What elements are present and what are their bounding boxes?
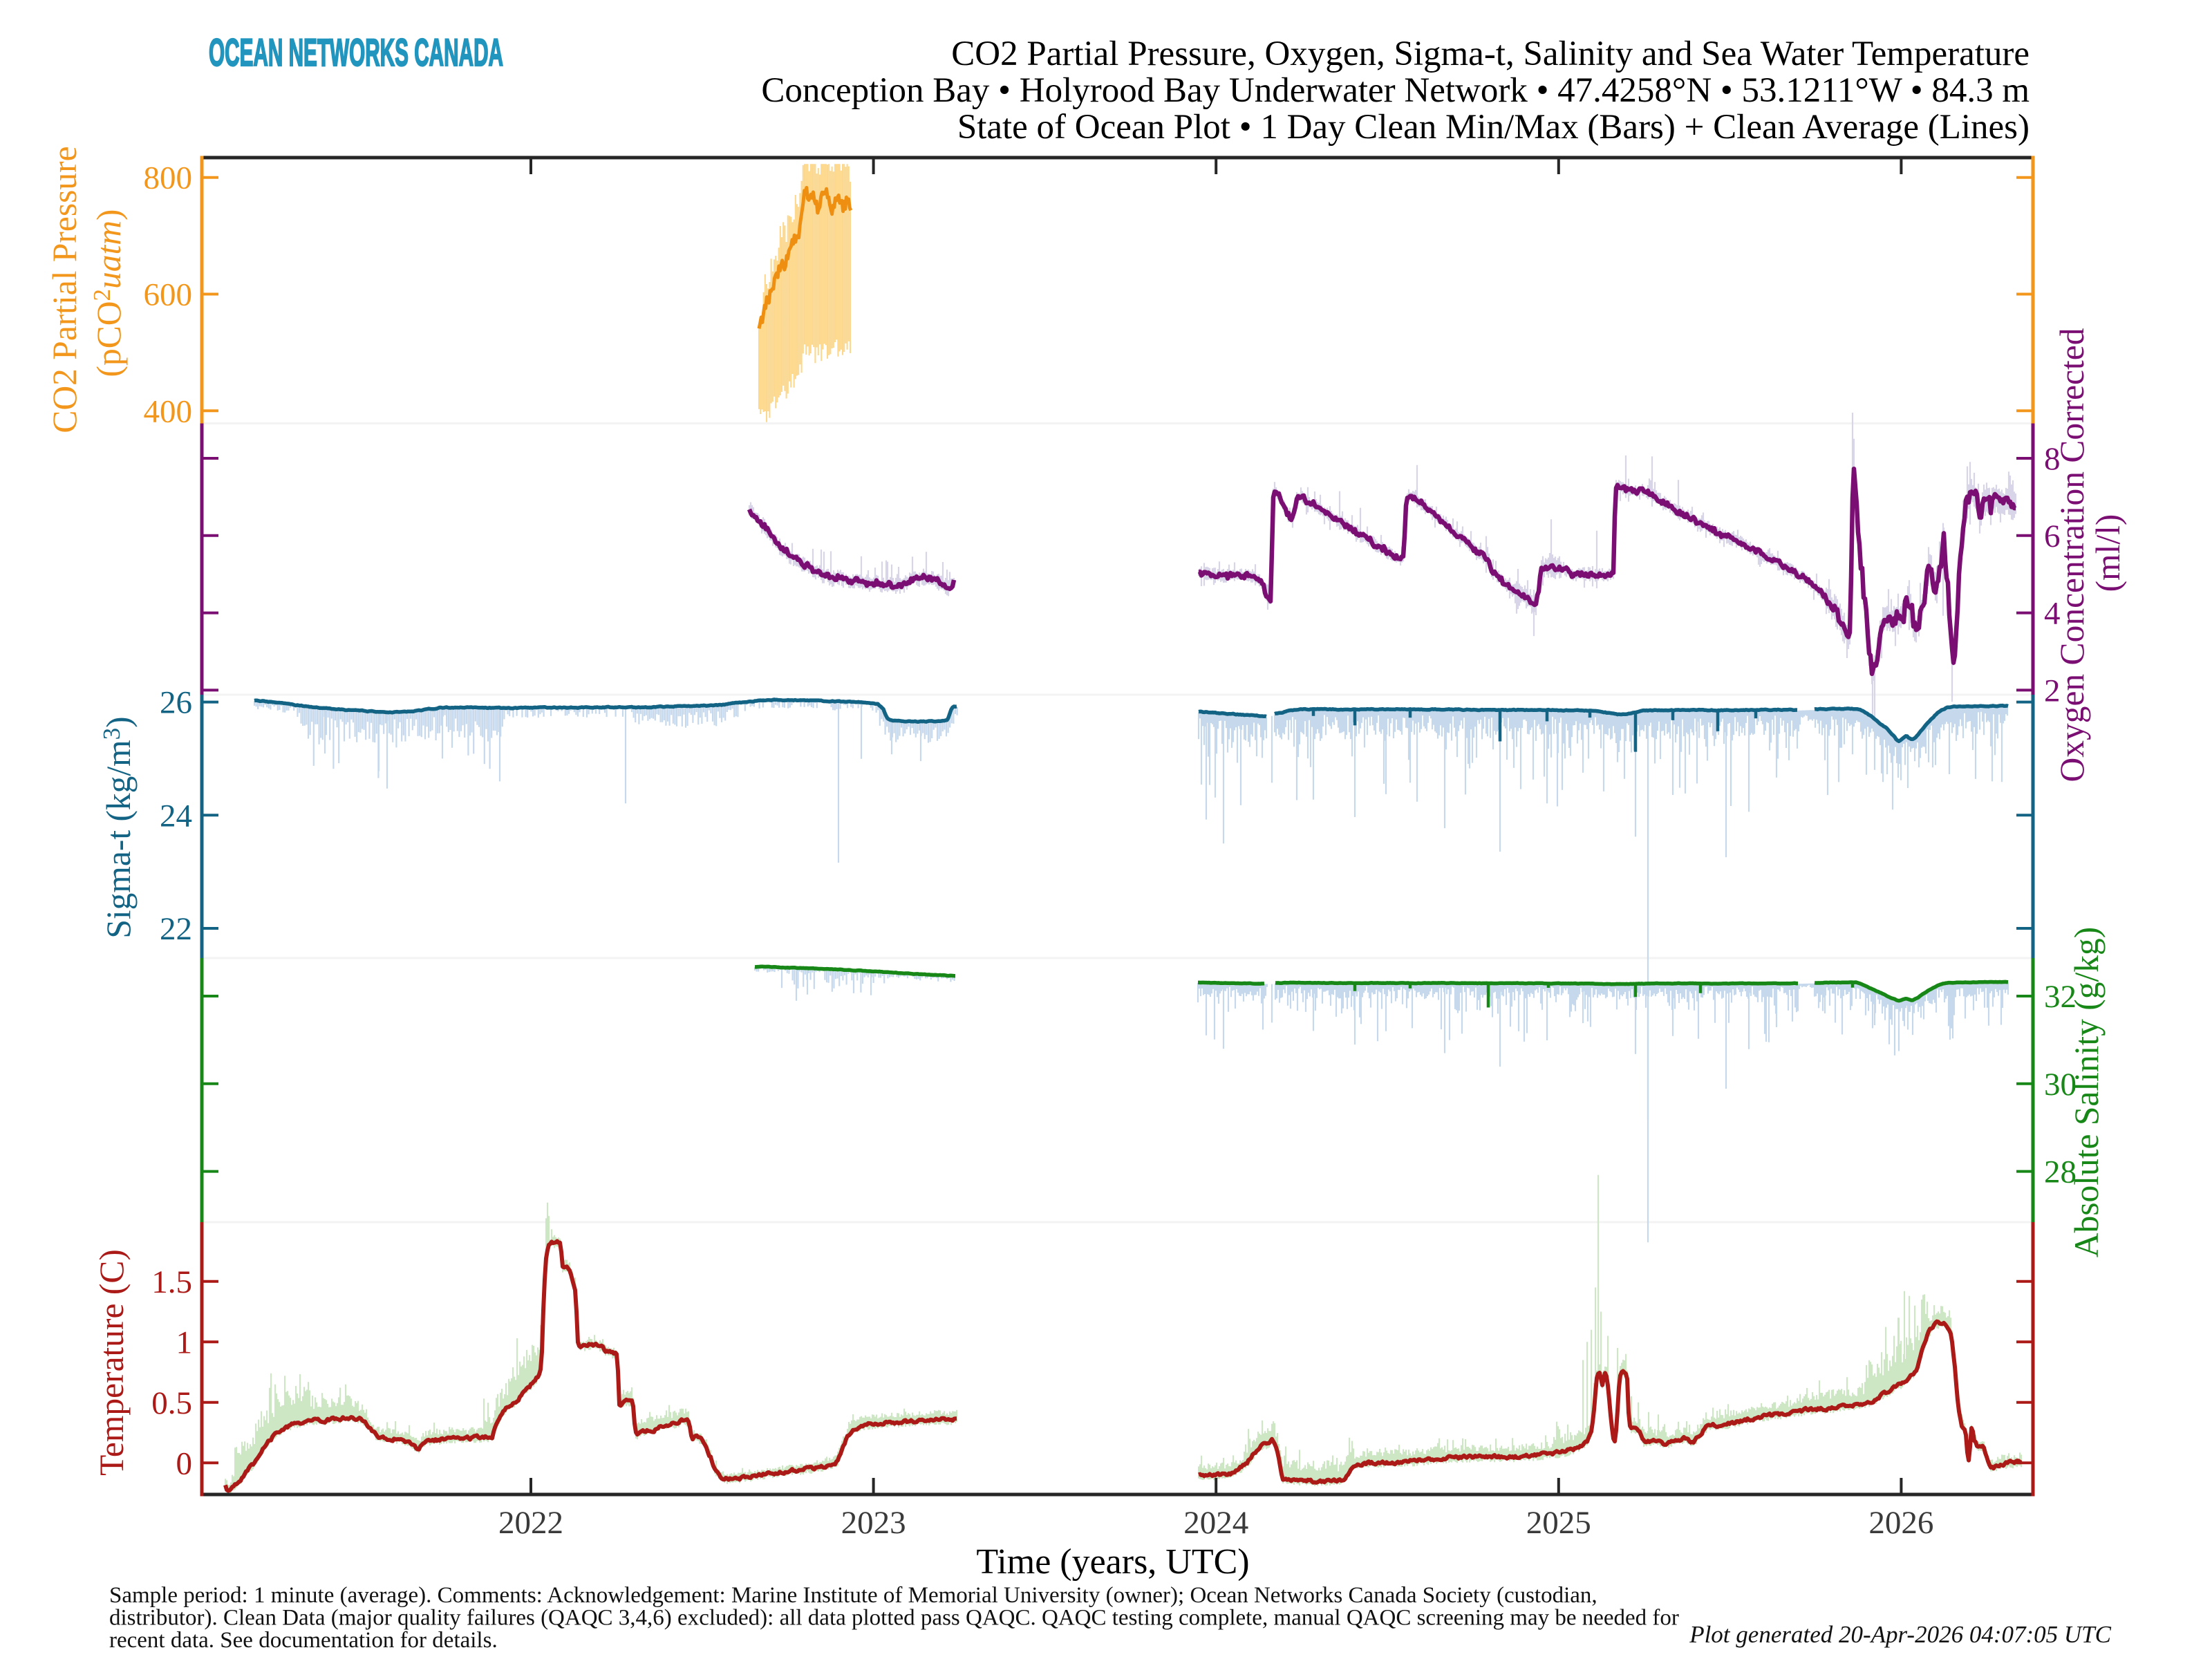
svg-text:24: 24 bbox=[160, 798, 192, 834]
svg-text:1.5: 1.5 bbox=[151, 1264, 192, 1300]
svg-text:6: 6 bbox=[2044, 518, 2061, 554]
svg-text:600: 600 bbox=[144, 277, 193, 313]
svg-text:800: 800 bbox=[144, 160, 193, 196]
svg-text:2024: 2024 bbox=[1183, 1505, 1248, 1541]
svg-text:(ml/l): (ml/l) bbox=[2089, 514, 2127, 592]
svg-text:8: 8 bbox=[2044, 441, 2061, 477]
svg-text:Oxygen Concentration Corrected: Oxygen Concentration Corrected bbox=[2053, 328, 2091, 782]
svg-text:2023: 2023 bbox=[841, 1505, 906, 1541]
svg-text:State of Ocean Plot • 1 Day Cl: State of Ocean Plot • 1 Day Clean Min/Ma… bbox=[957, 108, 2030, 147]
svg-text:22: 22 bbox=[160, 911, 192, 947]
svg-text:Sample period: 1 minute (avera: Sample period: 1 minute (average). Comme… bbox=[109, 1583, 1597, 1608]
svg-text:2022: 2022 bbox=[498, 1505, 563, 1541]
svg-text:32: 32 bbox=[2044, 979, 2077, 1015]
svg-text:26: 26 bbox=[160, 685, 192, 721]
svg-text:recent data. See documentation: recent data. See documentation for detai… bbox=[109, 1628, 498, 1653]
svg-text:2026: 2026 bbox=[1868, 1505, 1933, 1541]
svg-text:28: 28 bbox=[2044, 1154, 2077, 1190]
svg-text:Temperature (C): Temperature (C) bbox=[93, 1249, 131, 1476]
svg-text:400: 400 bbox=[144, 393, 193, 429]
svg-text:Absolute Salinity (g/kg): Absolute Salinity (g/kg) bbox=[2068, 927, 2106, 1257]
svg-text:4: 4 bbox=[2044, 596, 2061, 632]
svg-text:Time (years, UTC): Time (years, UTC) bbox=[976, 1542, 1249, 1582]
svg-text:distributor). Clean Data (majo: distributor). Clean Data (major quality … bbox=[109, 1606, 1679, 1631]
svg-text:0.5: 0.5 bbox=[151, 1385, 192, 1421]
svg-text:Sigma-t (kg/m3): Sigma-t (kg/m3) bbox=[98, 716, 138, 938]
svg-text:CO2 Partial Pressure, Oxygen,: CO2 Partial Pressure, Oxygen, Sigma-t, S… bbox=[951, 35, 2030, 73]
svg-text:30: 30 bbox=[2044, 1067, 2077, 1103]
svg-text:2: 2 bbox=[2044, 673, 2061, 709]
svg-text:2025: 2025 bbox=[1526, 1505, 1591, 1541]
svg-text:OCEAN NETWORKS CANADA: OCEAN NETWORKS CANADA bbox=[209, 30, 503, 74]
svg-text:0: 0 bbox=[176, 1445, 193, 1481]
svg-text:CO2 Partial Pressure: CO2 Partial Pressure bbox=[46, 146, 84, 433]
svg-text:1: 1 bbox=[176, 1324, 193, 1360]
svg-text:Conception Bay • Holyrood Bay: Conception Bay • Holyrood Bay Underwater… bbox=[761, 71, 2030, 110]
svg-text:Plot generated 20-Apr-2026 04:: Plot generated 20-Apr-2026 04:07:05 UTC bbox=[1689, 1621, 2111, 1648]
